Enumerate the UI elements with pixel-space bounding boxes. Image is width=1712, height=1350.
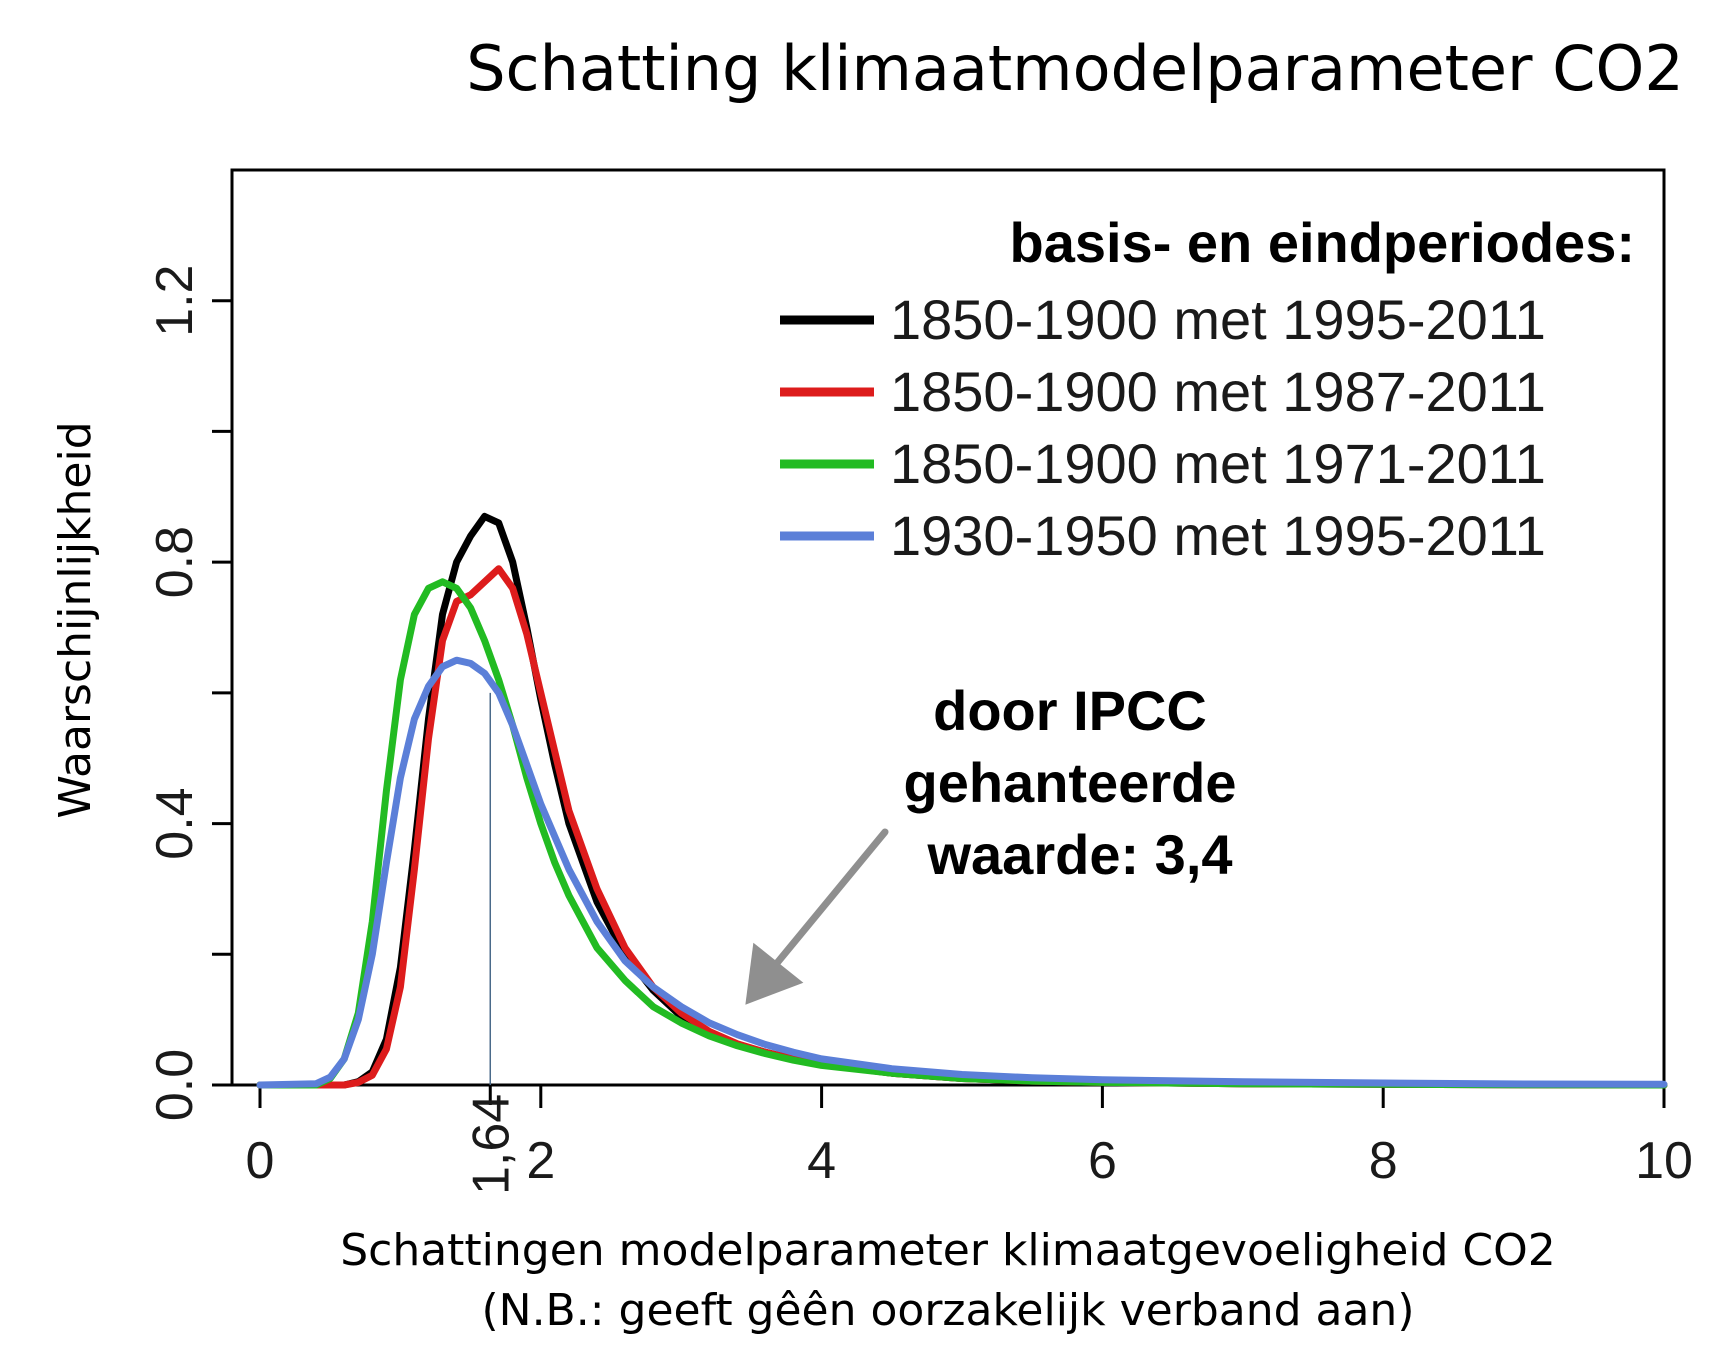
x-tick-label: 10: [1635, 1132, 1693, 1190]
x-tick-label: 0: [246, 1132, 275, 1190]
y-tick-label: 0.8: [146, 526, 204, 598]
y-axis-label: Waarschijnlijkheid: [50, 421, 101, 818]
legend: basis- en eindperiodes: 1850-1900 met 19…: [780, 211, 1635, 567]
annotation-line-1: door IPCC: [933, 679, 1207, 742]
y-tick-label: 0.0: [146, 1049, 204, 1121]
y-axis: 0.0 0.4 0.8 1.2: [146, 265, 234, 1121]
legend-label: 1850-1900 met 1995-2011: [890, 288, 1546, 351]
x-tick-label: 8: [1369, 1132, 1398, 1190]
legend-label: 1850-1900 met 1987-2011: [890, 360, 1546, 423]
x-tick-label: 4: [807, 1132, 836, 1190]
marker-group: 1,64: [462, 692, 520, 1195]
x-tick-label: 2: [526, 1132, 555, 1190]
series-group: [256, 512, 1668, 1089]
annotation-line-2: gehanteerde: [904, 751, 1237, 814]
ipcc-annotation: door IPCC gehanteerde waarde: 3,4: [745, 679, 1237, 1005]
annotation-line-3: waarde: 3,4: [926, 823, 1232, 886]
y-tick-label: 1.2: [146, 265, 204, 337]
legend-label: 1930-1950 met 1995-2011: [890, 504, 1546, 567]
legend-title: basis- en eindperiodes:: [1010, 211, 1636, 274]
annotation-arrow-head: [745, 942, 804, 1005]
legend-label: 1850-1900 met 1971-2011: [890, 432, 1546, 495]
annotation-arrow-shaft: [763, 828, 889, 979]
x-axis-label: Schattingen modelparameter klimaatgevoel…: [340, 1225, 1556, 1276]
marker-label: 1,64: [462, 1094, 520, 1195]
x-axis-note: (N.B.: geeft gêên oorzakelijk verband aa…: [481, 1285, 1414, 1336]
chart-title: Schatting klimaatmodelparameter CO2: [466, 32, 1684, 105]
x-tick-label: 6: [1088, 1132, 1117, 1190]
y-tick-label: 0.4: [146, 787, 204, 859]
series-line-3: [256, 578, 1668, 1089]
series-line-4: [256, 656, 1668, 1089]
